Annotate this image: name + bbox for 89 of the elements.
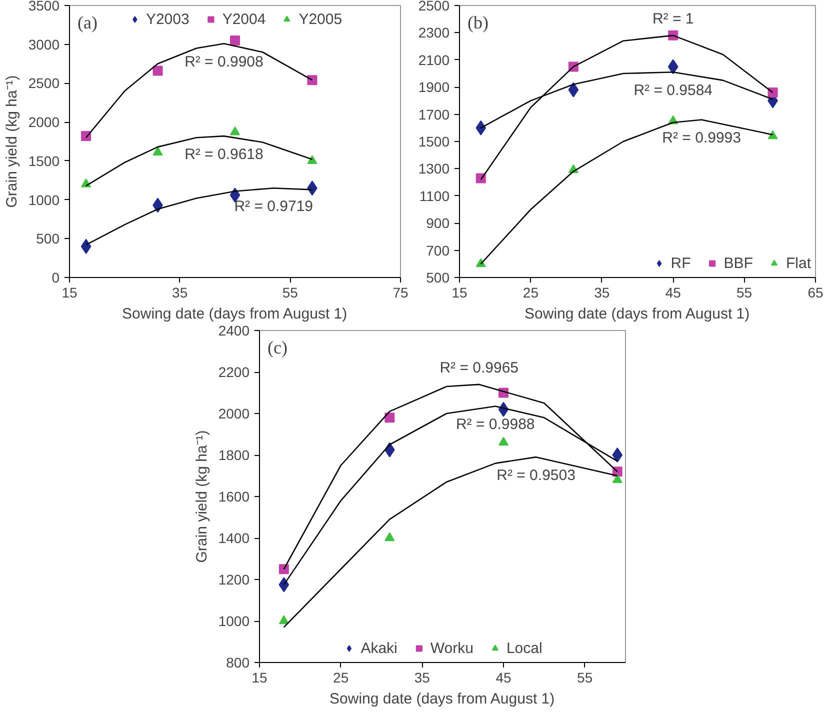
y-axis-title: Grain yield (kg ha⁻¹) bbox=[193, 430, 210, 563]
point bbox=[307, 155, 318, 164]
y-tick-label: 700 bbox=[426, 242, 450, 258]
legend-label: RF bbox=[670, 254, 691, 272]
y-tick-label: 0 bbox=[52, 270, 60, 286]
point bbox=[498, 436, 508, 446]
y-tick-label: 1900 bbox=[418, 79, 450, 96]
point bbox=[278, 577, 290, 592]
annotation: R² = 0.9503 bbox=[496, 467, 576, 484]
x-tick-label: 35 bbox=[172, 284, 188, 300]
annotation: (a) bbox=[78, 12, 98, 32]
point bbox=[278, 564, 289, 574]
x-tick-label: 25 bbox=[333, 670, 349, 686]
annotation: (c) bbox=[268, 338, 288, 358]
x-tick-label: 45 bbox=[496, 670, 512, 686]
y-tick-label: 1500 bbox=[28, 152, 60, 169]
y-tick-label: 2000 bbox=[28, 114, 60, 130]
y-tick-label: 2300 bbox=[418, 24, 450, 41]
point bbox=[152, 66, 163, 76]
y-axis-title: Grain yield (kg ha⁻¹) bbox=[3, 75, 20, 208]
y-tick-label: 2400 bbox=[218, 322, 250, 338]
legend-label: BBF bbox=[724, 254, 753, 272]
point bbox=[384, 412, 395, 423]
point bbox=[668, 59, 678, 74]
y-tick-label: 1000 bbox=[28, 192, 60, 208]
y-tick-label: 1100 bbox=[419, 188, 450, 204]
x-tick-label: 55 bbox=[577, 670, 593, 686]
legend-label: Y2005 bbox=[298, 10, 342, 28]
y-tick-label: 800 bbox=[226, 654, 250, 670]
y-tick-label: 1500 bbox=[418, 134, 450, 150]
x-tick-label: 15 bbox=[62, 284, 78, 300]
x-tick-label: 35 bbox=[414, 670, 430, 686]
annotation: R² = 1 bbox=[652, 10, 694, 28]
y-tick-label: 500 bbox=[36, 230, 60, 247]
y-tick-label: 2200 bbox=[218, 364, 250, 380]
legend-label: Akaki bbox=[360, 640, 398, 656]
point bbox=[152, 146, 163, 156]
legend-label: Y2003 bbox=[146, 10, 190, 28]
legend-label: Y2004 bbox=[222, 10, 266, 28]
x-tick-label: 55 bbox=[736, 284, 752, 300]
point bbox=[768, 130, 778, 140]
point bbox=[612, 448, 623, 462]
x-tick-label: 65 bbox=[808, 284, 824, 300]
y-tick-label: 3500 bbox=[28, 0, 60, 14]
x-tick-label: 55 bbox=[282, 284, 298, 300]
point bbox=[230, 126, 240, 136]
x-axis-title: Sowing date (days from August 1) bbox=[524, 306, 750, 322]
legend-label: Worku bbox=[430, 640, 474, 656]
point bbox=[278, 615, 289, 624]
annotation: R² = 0.9965 bbox=[440, 359, 519, 376]
x-tick-label: 35 bbox=[594, 284, 610, 300]
y-tick-label: 2000 bbox=[218, 406, 250, 422]
y-tick-label: 1300 bbox=[418, 160, 450, 177]
point bbox=[568, 82, 579, 98]
annotation: R² = 0.9908 bbox=[184, 54, 264, 71]
y-tick-label: 1200 bbox=[218, 572, 250, 588]
x-tick-label: 45 bbox=[665, 284, 682, 300]
y-tick-label: 2500 bbox=[28, 75, 60, 92]
y-tick-label: 900 bbox=[426, 215, 450, 232]
y-tick-label: 3000 bbox=[28, 36, 60, 52]
y-tick-label: 1800 bbox=[218, 447, 250, 463]
y-tick-label: 2500 bbox=[418, 0, 450, 14]
point bbox=[230, 35, 240, 46]
x-axis-title: Sowing date (days from August 1) bbox=[330, 690, 555, 708]
x-tick-label: 75 bbox=[392, 284, 408, 300]
y-tick-label: 1400 bbox=[218, 530, 250, 546]
annotation: R² = 0.9993 bbox=[662, 130, 741, 147]
annotation: R² = 0.9719 bbox=[234, 198, 314, 216]
annotation: R² = 0.9988 bbox=[456, 416, 535, 434]
y-tick-label: 500 bbox=[426, 270, 450, 286]
point bbox=[476, 120, 486, 136]
legend-label: Flat bbox=[786, 254, 811, 272]
point bbox=[307, 75, 318, 86]
x-tick-label: 15 bbox=[252, 670, 268, 686]
x-axis-title: Sowing date (days from August 1) bbox=[122, 306, 348, 322]
x-tick-label: 25 bbox=[522, 284, 539, 300]
annotation: R² = 0.9584 bbox=[634, 82, 713, 100]
point bbox=[80, 238, 92, 254]
point bbox=[768, 88, 778, 98]
y-tick-label: 1000 bbox=[218, 613, 250, 629]
point bbox=[384, 532, 395, 542]
legend-label: Local bbox=[506, 640, 542, 656]
y-tick-label: 2100 bbox=[418, 52, 450, 68]
point bbox=[612, 474, 622, 483]
y-tick-label: 1600 bbox=[218, 488, 250, 504]
y-tick-label: 1700 bbox=[418, 106, 450, 122]
annotation: (b) bbox=[468, 12, 488, 32]
x-tick-label: 15 bbox=[452, 284, 468, 300]
annotation: R² = 0.9618 bbox=[184, 146, 264, 164]
